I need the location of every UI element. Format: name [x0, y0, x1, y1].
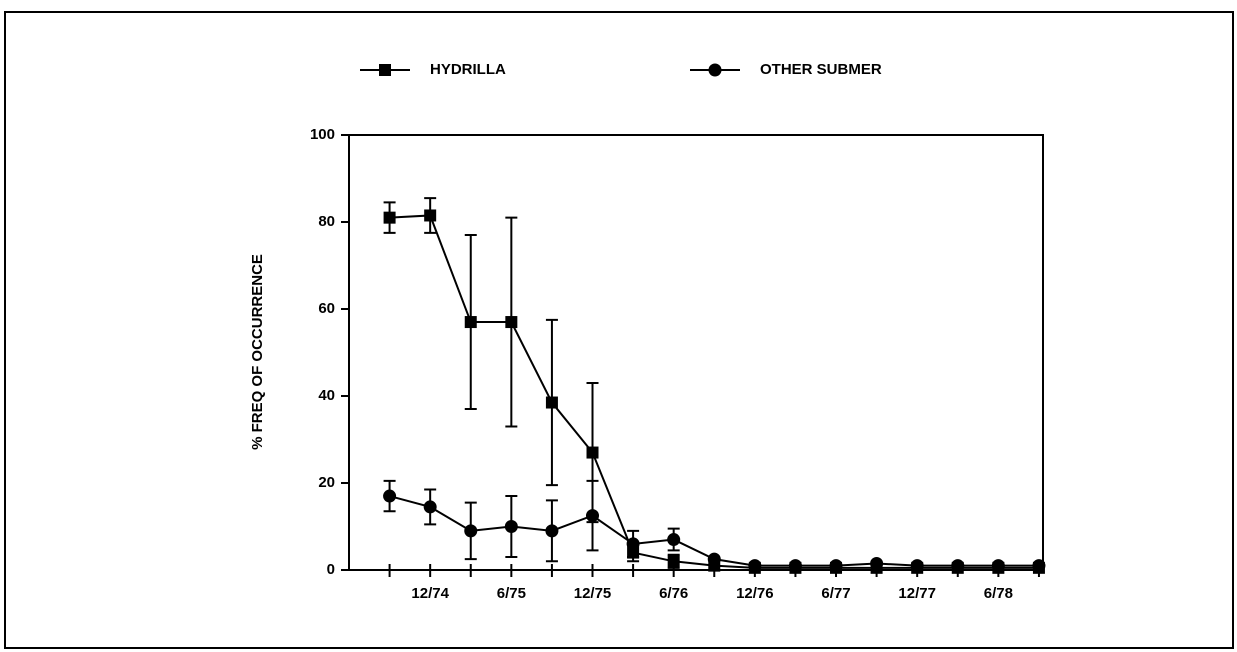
data-point	[707, 552, 721, 566]
y-tick-label: 60	[318, 300, 335, 317]
frame	[4, 11, 1234, 649]
data-point	[383, 489, 397, 503]
data-point	[1032, 559, 1046, 573]
data-point	[626, 537, 640, 551]
y-tick-label: 80	[318, 213, 335, 230]
x-tick-label: 6/76	[659, 585, 688, 602]
x-tick-label: 12/74	[411, 585, 449, 602]
data-point	[423, 500, 437, 514]
data-point	[667, 555, 680, 568]
y-tick-label: 20	[318, 474, 335, 491]
x-tick-label: 12/75	[574, 585, 612, 602]
x-tick-label: 6/75	[497, 585, 526, 602]
data-point	[788, 559, 802, 573]
legend-marker	[708, 63, 722, 77]
data-point	[545, 524, 559, 538]
data-point	[383, 211, 396, 224]
data-point	[504, 520, 518, 533]
x-tick-label: 12/76	[736, 585, 774, 602]
legend-marker	[379, 64, 391, 76]
data-point	[910, 559, 924, 573]
x-tick-label: 6/77	[821, 585, 850, 602]
data-point	[951, 559, 965, 573]
y-tick-label: 40	[318, 387, 335, 404]
data-point	[748, 559, 762, 573]
y-tick-label: 100	[310, 126, 335, 143]
data-point	[586, 509, 600, 523]
data-point	[991, 559, 1005, 573]
data-point	[667, 533, 681, 547]
data-point	[464, 316, 477, 329]
data-point	[424, 209, 437, 222]
x-tick-label: 6/78	[984, 585, 1013, 602]
data-point	[505, 316, 518, 329]
legend-label: HYDRILLA	[430, 61, 506, 78]
data-point	[464, 524, 478, 538]
data-point	[829, 559, 843, 573]
plot-area	[348, 134, 1044, 571]
data-point	[870, 556, 884, 570]
y-tick-label: 0	[327, 561, 335, 578]
y-axis-label: % FREQ OF OCCURRENCE	[249, 254, 266, 450]
data-point	[545, 396, 558, 409]
legend-label: OTHER SUBMER	[760, 61, 882, 78]
series-line	[389, 214, 1039, 569]
data-point	[586, 446, 599, 459]
x-tick-label: 12/77	[898, 585, 936, 602]
